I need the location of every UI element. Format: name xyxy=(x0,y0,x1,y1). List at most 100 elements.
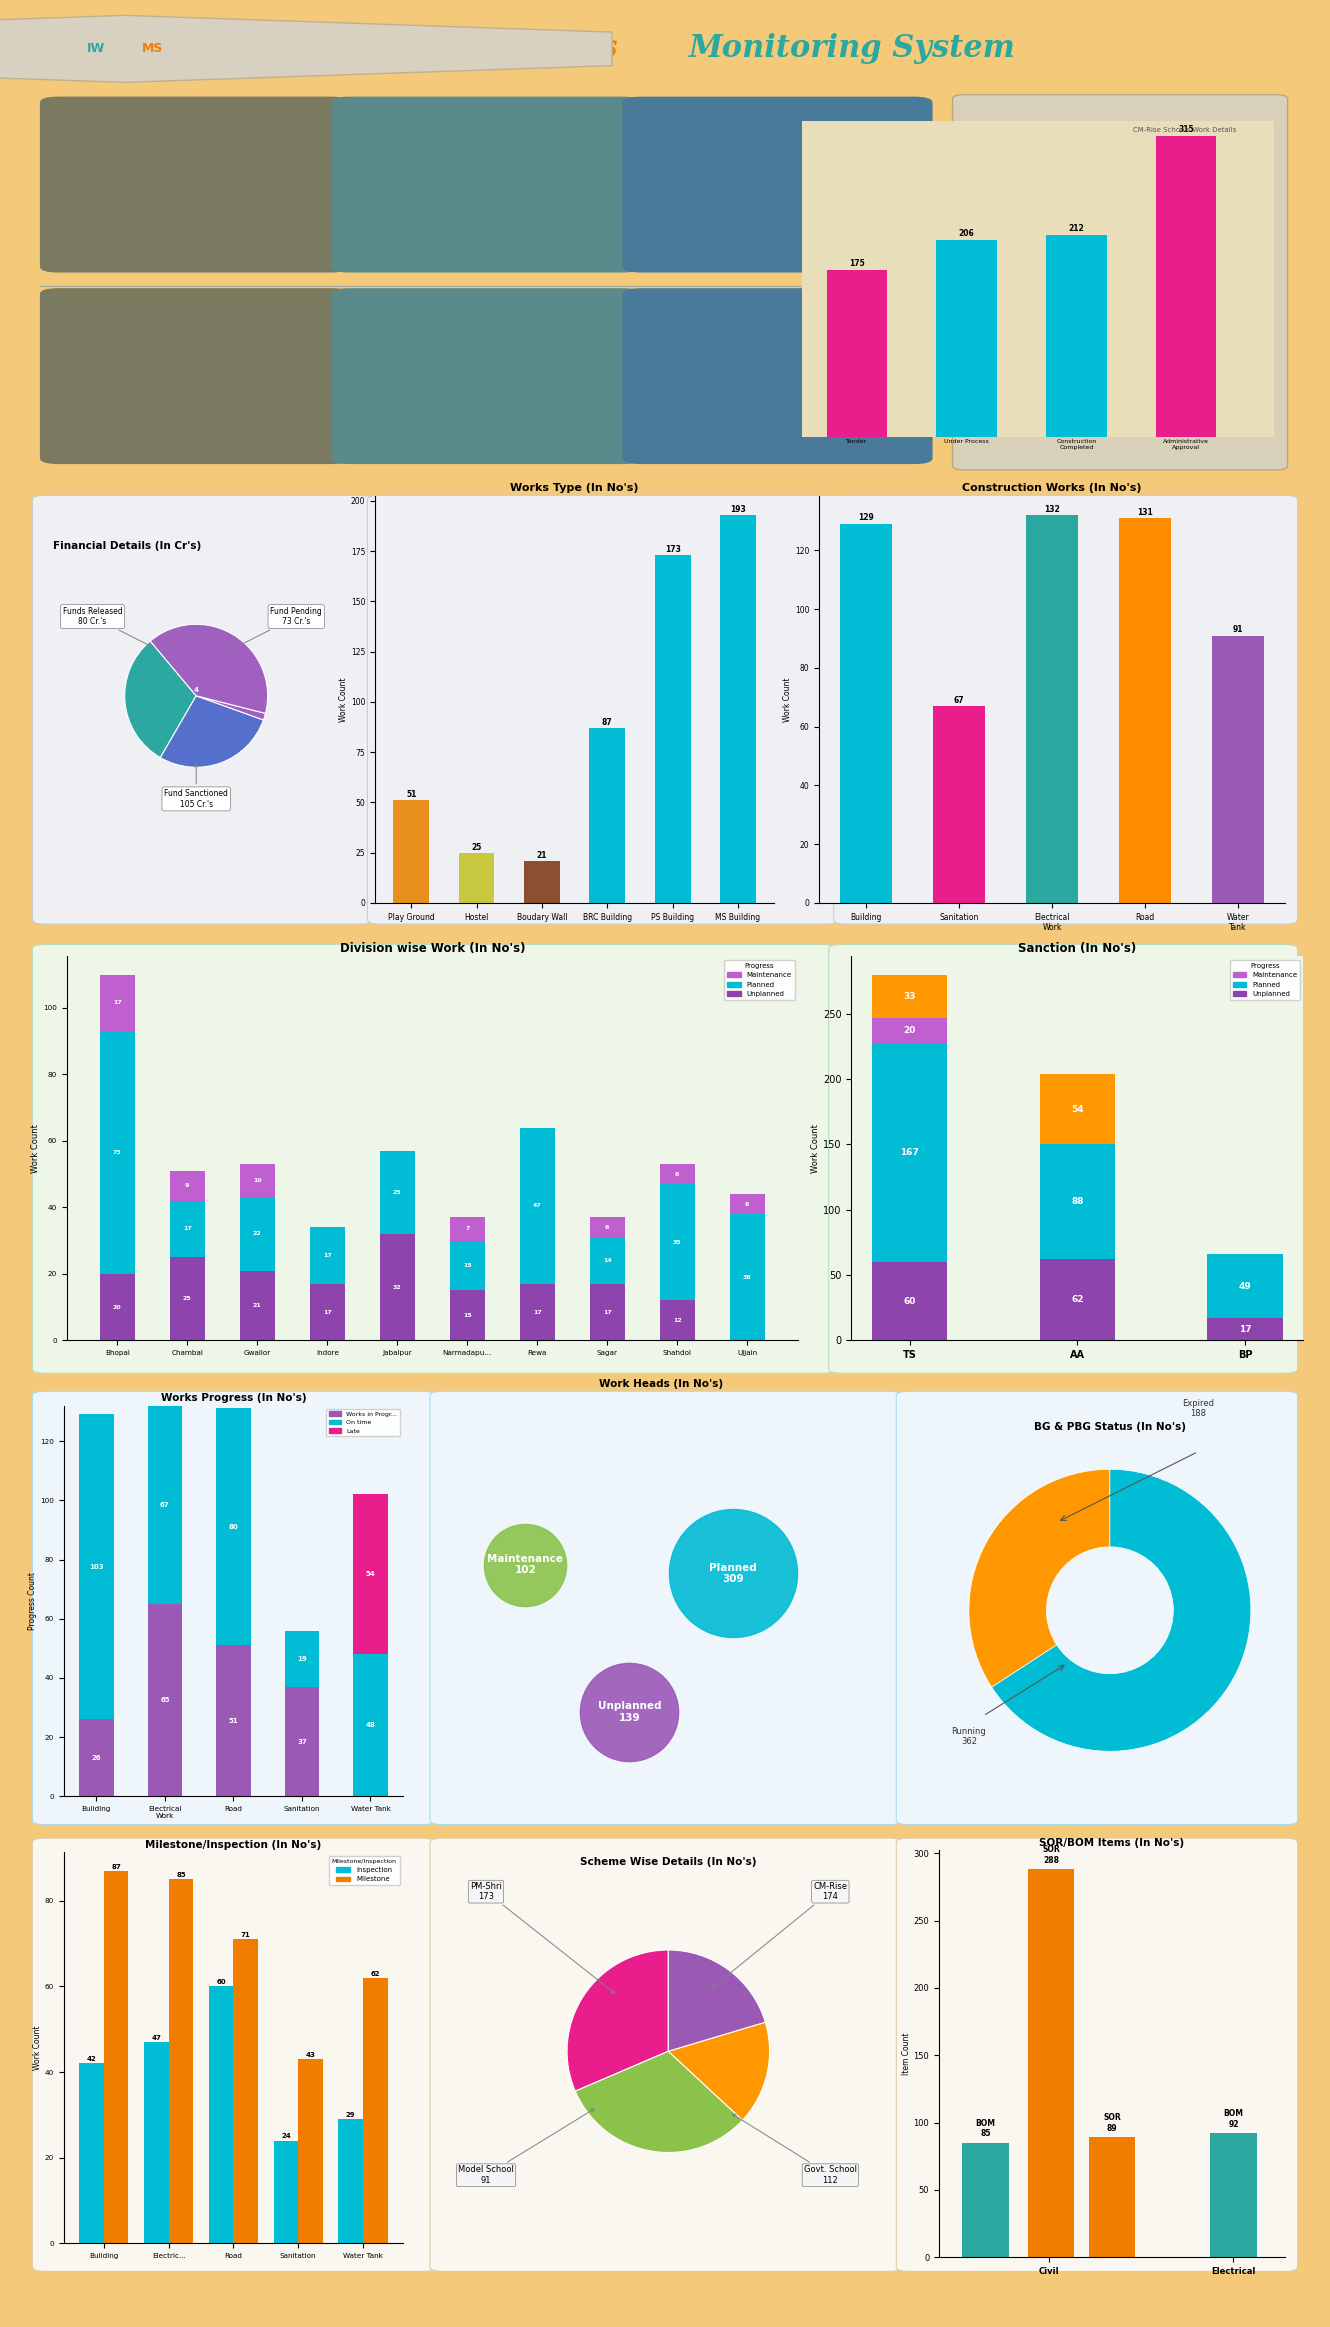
Bar xyxy=(209,1987,233,2243)
Text: 54: 54 xyxy=(366,1571,375,1578)
Text: 10: 10 xyxy=(253,1177,262,1184)
Text: Works: Works xyxy=(757,156,798,168)
Text: (In No's): (In No's) xyxy=(757,184,798,195)
Bar xyxy=(170,1257,205,1340)
Bar xyxy=(394,800,430,903)
Bar xyxy=(148,1406,182,1603)
Bar xyxy=(1040,1259,1115,1340)
Bar xyxy=(520,1129,555,1285)
FancyBboxPatch shape xyxy=(829,945,1298,1373)
Bar xyxy=(450,1240,484,1291)
Text: 21: 21 xyxy=(253,1303,262,1308)
Text: 178: 178 xyxy=(751,410,803,435)
Bar xyxy=(100,1273,134,1340)
Text: 85: 85 xyxy=(176,1873,186,1878)
Text: Total Deposit: Total Deposit xyxy=(734,126,821,140)
Text: 87: 87 xyxy=(602,719,613,726)
Legend: Works in Progr..., On time, Late: Works in Progr..., On time, Late xyxy=(326,1408,400,1436)
Wedge shape xyxy=(669,1950,765,2052)
Text: 87: 87 xyxy=(112,1864,121,1871)
Bar xyxy=(100,975,134,1031)
Text: 12: 12 xyxy=(673,1317,682,1324)
Text: 173: 173 xyxy=(665,545,681,554)
Text: Maintenance
102: Maintenance 102 xyxy=(487,1554,564,1575)
Text: 32: 32 xyxy=(392,1285,402,1289)
Bar xyxy=(589,1238,625,1285)
Bar xyxy=(285,1631,319,1687)
Text: 73: 73 xyxy=(113,1150,121,1154)
Text: Works: Works xyxy=(757,347,798,361)
Text: Monitoring System: Monitoring System xyxy=(689,33,1016,65)
Text: Total Maintainance: Total Maintainance xyxy=(132,316,258,330)
Text: 17: 17 xyxy=(113,1001,121,1005)
Text: Total Monitoring: Total Monitoring xyxy=(432,126,540,140)
FancyBboxPatch shape xyxy=(622,98,932,272)
Bar xyxy=(80,1720,113,1796)
FancyBboxPatch shape xyxy=(32,1392,435,1824)
Text: 60: 60 xyxy=(903,1296,915,1305)
Text: Planned
309: Planned 309 xyxy=(709,1561,757,1585)
Bar xyxy=(720,514,755,903)
Text: 67: 67 xyxy=(160,1501,170,1508)
Bar xyxy=(363,1978,387,2243)
Legend: Maintenance, Planned, Unplanned: Maintenance, Planned, Unplanned xyxy=(725,959,794,1001)
Bar xyxy=(660,1184,694,1301)
Text: 71: 71 xyxy=(241,1931,250,1938)
Bar xyxy=(1027,514,1077,903)
Text: 54: 54 xyxy=(1071,1105,1084,1115)
Bar xyxy=(459,852,495,903)
Bar xyxy=(310,1226,344,1285)
Bar xyxy=(239,1164,275,1198)
Y-axis label: Work Count: Work Count xyxy=(31,1124,40,1173)
Text: 38: 38 xyxy=(743,1275,751,1280)
Text: 24: 24 xyxy=(281,2134,291,2139)
Text: 7: 7 xyxy=(465,1226,469,1231)
Text: 206: 206 xyxy=(959,230,975,237)
Bar xyxy=(524,861,560,903)
Text: SOR
288: SOR 288 xyxy=(1043,1845,1060,1864)
Legend: Inspection, Milestone: Inspection, Milestone xyxy=(329,1855,399,1885)
Bar xyxy=(338,2120,363,2243)
Text: 17: 17 xyxy=(602,1310,612,1315)
Text: 132: 132 xyxy=(1044,505,1060,514)
Y-axis label: Item Count: Item Count xyxy=(902,2031,911,2076)
Text: 51: 51 xyxy=(406,791,416,800)
Y-axis label: Work Count: Work Count xyxy=(811,1124,821,1173)
Title: SOR/BOM Items (In No's): SOR/BOM Items (In No's) xyxy=(1039,1838,1185,1848)
Wedge shape xyxy=(150,624,267,714)
Bar xyxy=(654,556,690,903)
Bar xyxy=(871,975,947,1017)
Text: (In No's): (In No's) xyxy=(1101,130,1138,140)
Bar xyxy=(827,270,887,437)
Bar xyxy=(217,1645,250,1796)
Title: Works Type (In No's): Works Type (In No's) xyxy=(511,484,638,493)
Text: 226: 226 xyxy=(169,410,221,435)
Text: 25: 25 xyxy=(471,842,481,852)
Bar xyxy=(1156,135,1217,437)
Bar xyxy=(234,1938,258,2243)
Text: BOM
85: BOM 85 xyxy=(976,2118,996,2139)
Wedge shape xyxy=(576,2052,742,2152)
Text: Fund Sanctioned
105 Cr.'s: Fund Sanctioned 105 Cr.'s xyxy=(164,763,229,807)
Bar xyxy=(354,1494,387,1654)
Bar xyxy=(589,728,625,903)
Text: 550: 550 xyxy=(169,219,221,242)
Text: 67: 67 xyxy=(954,696,964,705)
Text: 62: 62 xyxy=(371,1971,380,1976)
Bar xyxy=(520,1285,555,1340)
Text: 17: 17 xyxy=(323,1252,331,1259)
Text: Govt. School
112: Govt. School 112 xyxy=(733,2113,857,2185)
Title: Works Progress (In No's): Works Progress (In No's) xyxy=(161,1394,306,1403)
Wedge shape xyxy=(669,2022,770,2120)
FancyBboxPatch shape xyxy=(32,945,835,1373)
Bar xyxy=(450,1291,484,1340)
FancyBboxPatch shape xyxy=(40,289,350,463)
Text: 62: 62 xyxy=(1071,1296,1084,1305)
Bar xyxy=(239,1198,275,1271)
Text: 20: 20 xyxy=(113,1305,121,1310)
FancyBboxPatch shape xyxy=(32,496,372,924)
Bar xyxy=(148,1603,182,1796)
Bar xyxy=(1047,235,1107,437)
Bar xyxy=(80,2064,104,2243)
Bar xyxy=(450,1217,484,1240)
